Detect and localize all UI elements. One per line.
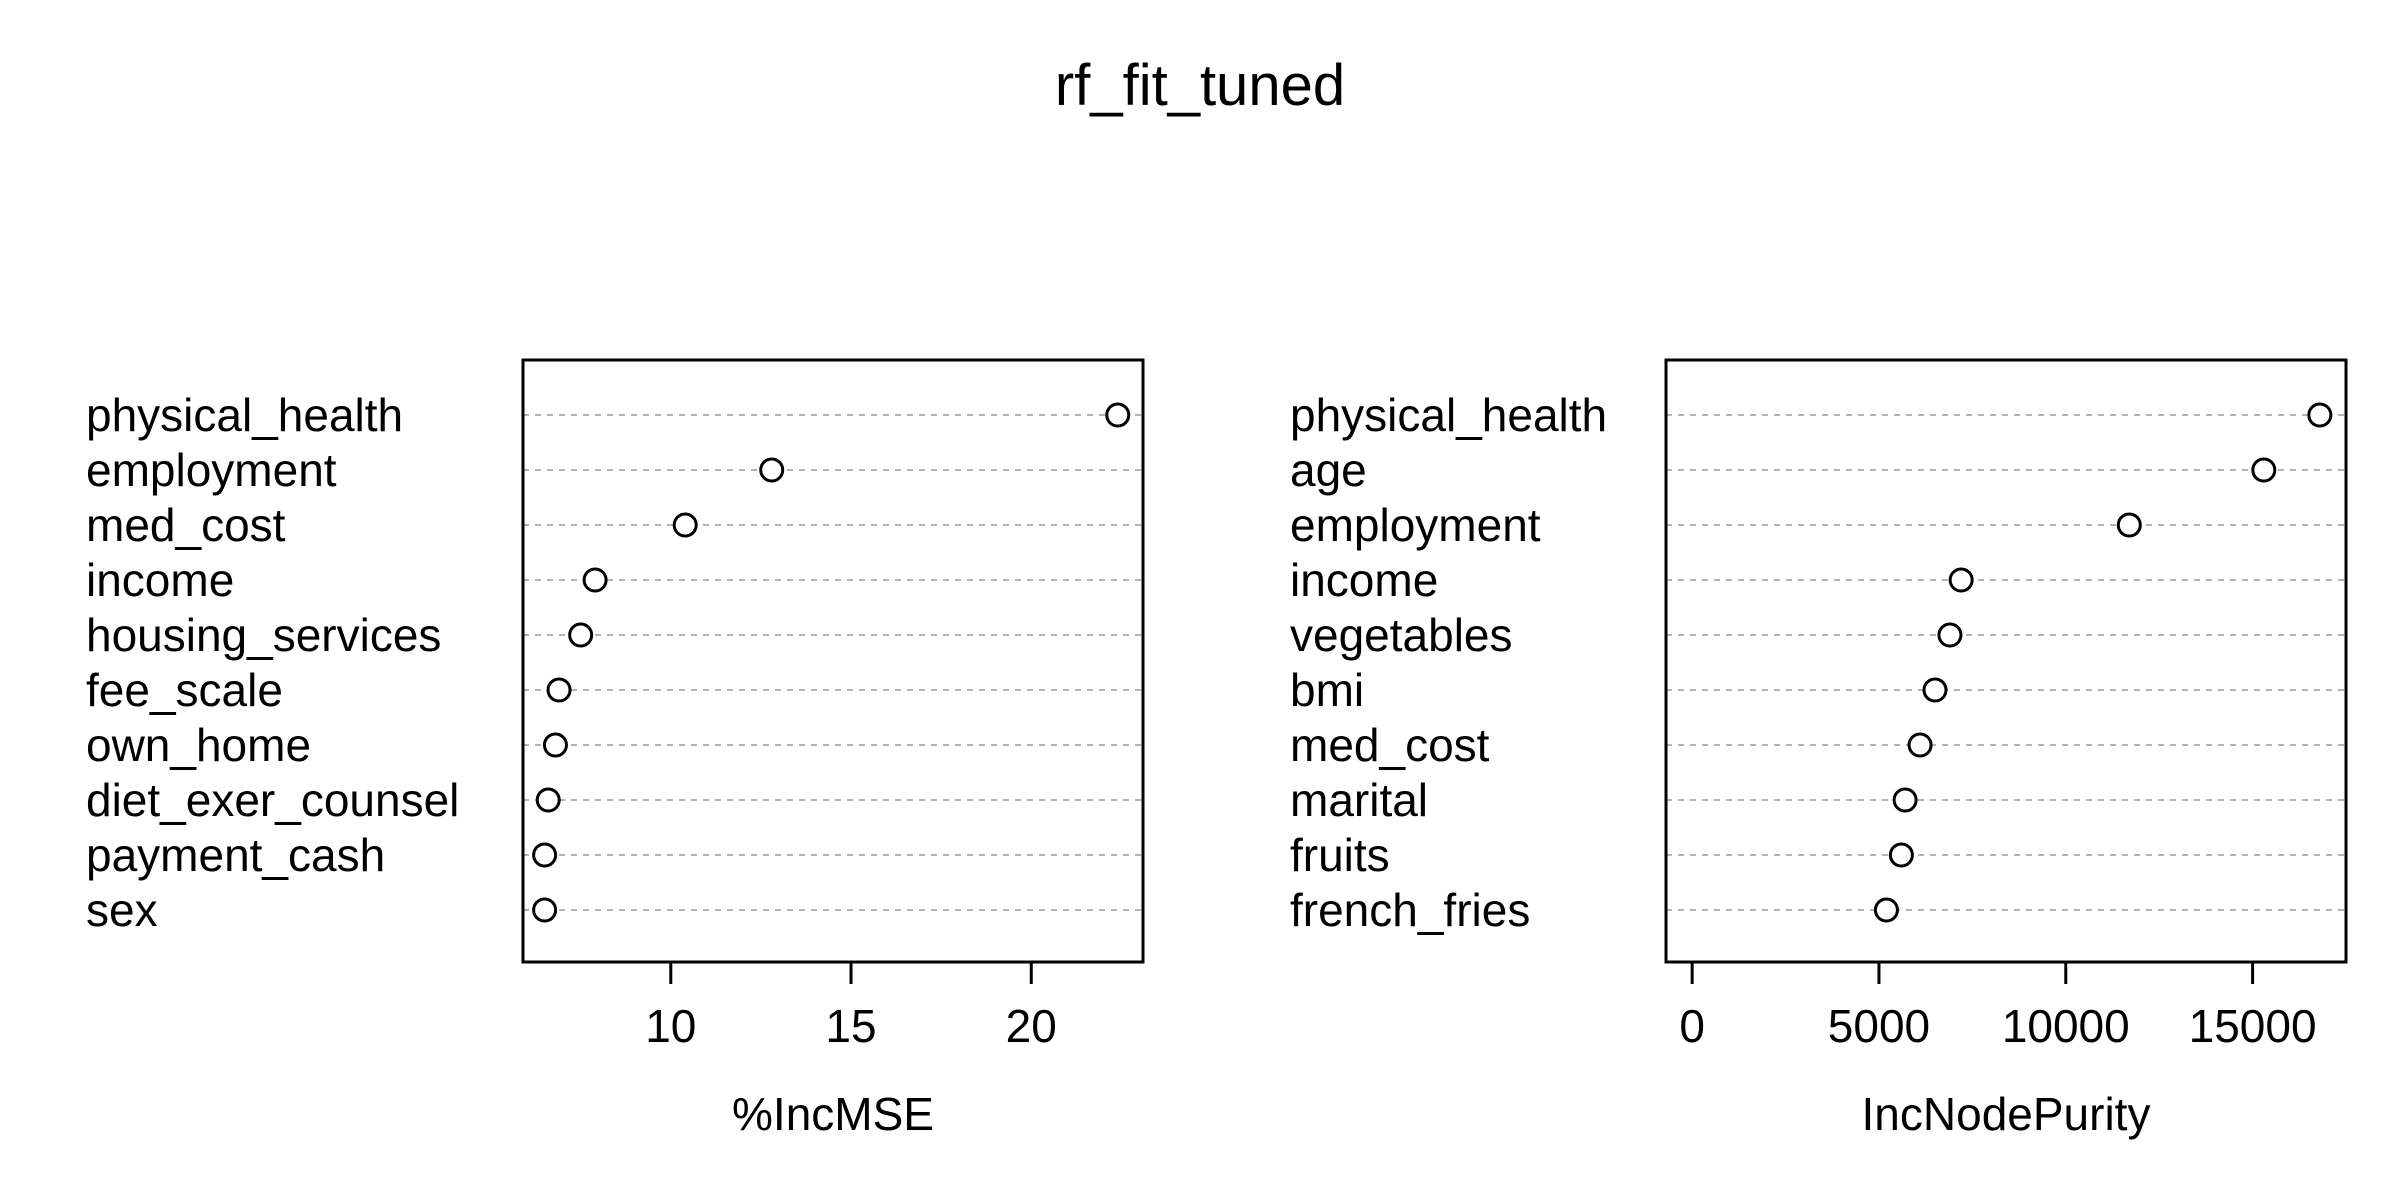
variable-label-payment-cash: payment_cash [86, 829, 385, 881]
chart-title: rf_fit_tuned [1055, 53, 1345, 118]
data-point-diet-exer-counsel [535, 787, 561, 813]
data-point-employment [759, 457, 785, 483]
variable-label-fruits: fruits [1290, 829, 1390, 881]
variable-label-physical-health: physical_health [86, 389, 403, 441]
x-axis-label-incnodepurity: IncNodePurity [1862, 1088, 2151, 1140]
data-point-income [582, 567, 608, 593]
data-point-age [2251, 457, 2277, 483]
variable-label-vegetables: vegetables [1290, 609, 1513, 661]
x-axis-label-incmse: %IncMSE [732, 1088, 934, 1140]
variable-label-employment: employment [1290, 499, 1541, 551]
incmse-panel: %IncMSE physical_healthemploymentmed_cos… [86, 358, 1145, 1140]
data-point-payment-cash [532, 842, 558, 868]
variable-label-french-fries: french_fries [1290, 884, 1530, 936]
incnodepurity-panel: IncNodePurity physical_healthageemployme… [1290, 358, 2348, 1140]
data-point-employment [2116, 512, 2142, 538]
variable-label-bmi: bmi [1290, 664, 1364, 716]
x-tick-label: 10 [645, 1000, 696, 1052]
variable-label-marital: marital [1290, 774, 1428, 826]
data-point-own-home [542, 732, 568, 758]
data-point-marital [1892, 787, 1918, 813]
variable-label-diet-exer-counsel: diet_exer_counsel [86, 774, 459, 826]
variable-label-housing-services: housing_services [86, 609, 441, 661]
variable-label-fee-scale: fee_scale [86, 664, 283, 716]
variable-label-income: income [1290, 554, 1438, 606]
variable-label-sex: sex [86, 884, 158, 936]
variable-label-physical-health: physical_health [1290, 389, 1607, 441]
x-tick-label: 0 [1679, 1000, 1705, 1052]
data-point-vegetables [1937, 622, 1963, 648]
x-tick-label: 5000 [1828, 1000, 1930, 1052]
variable-label-med-cost: med_cost [86, 499, 286, 551]
plot-frame [521, 358, 1145, 964]
data-point-bmi [1922, 677, 1948, 703]
variable-label-income: income [86, 554, 234, 606]
data-point-income [1948, 567, 1974, 593]
data-point-housing-services [568, 622, 594, 648]
variable-label-employment: employment [86, 444, 337, 496]
data-point-med-cost [672, 512, 698, 538]
data-point-fruits [1888, 842, 1914, 868]
data-point-physical-health [2307, 402, 2333, 428]
x-tick-label: 20 [1006, 1000, 1057, 1052]
x-tick-label: 15 [825, 1000, 876, 1052]
data-point-sex [532, 897, 558, 923]
x-tick-label: 15000 [2189, 1000, 2317, 1052]
variable-label-age: age [1290, 444, 1367, 496]
data-point-physical-health [1105, 402, 1131, 428]
data-point-fee-scale [546, 677, 572, 703]
x-tick-label: 10000 [2002, 1000, 2130, 1052]
variable-label-own-home: own_home [86, 719, 311, 771]
plot-frame [1664, 358, 2348, 964]
data-point-french-fries [1873, 897, 1899, 923]
variable-label-med-cost: med_cost [1290, 719, 1490, 771]
data-point-med-cost [1907, 732, 1933, 758]
